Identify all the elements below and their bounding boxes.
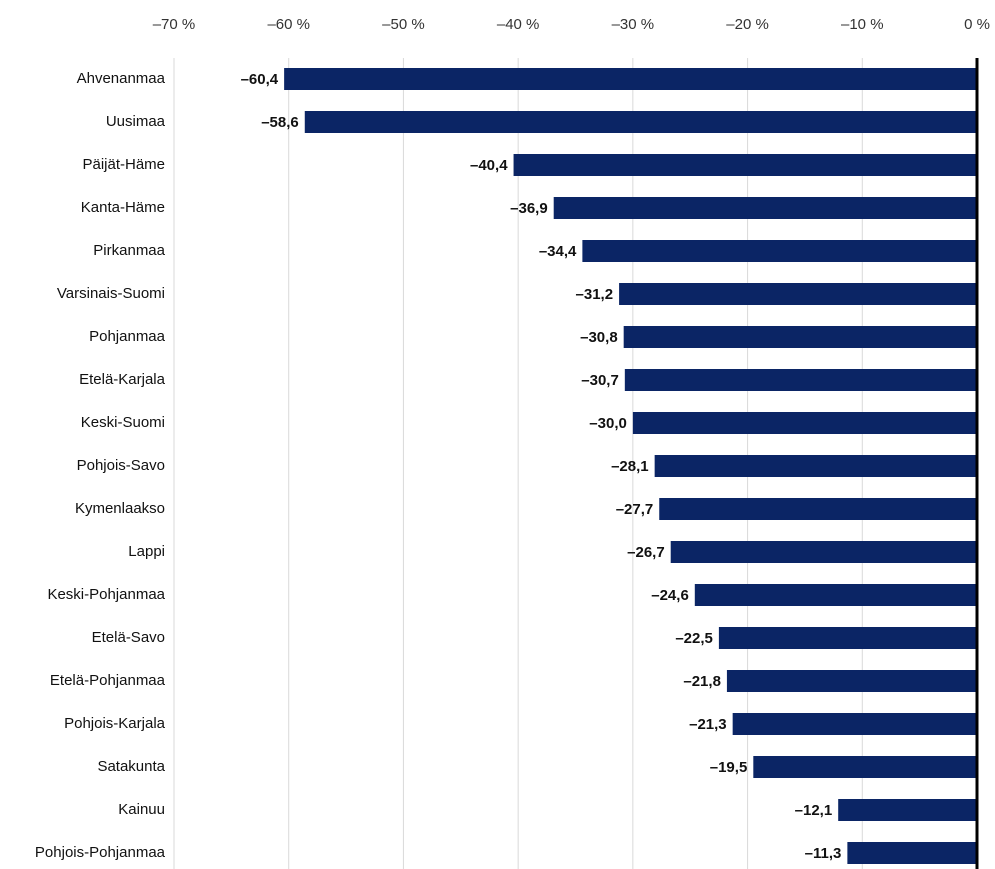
x-tick-label: –60 % [267,16,310,33]
bar [654,455,977,477]
bar [304,111,977,133]
value-label: –22,5 [675,630,713,647]
value-label: –34,4 [539,243,577,260]
category-label: Kymenlaakso [75,500,165,517]
bar [694,584,977,606]
x-tick-label: –40 % [497,16,540,33]
category-label: Ahvenanmaa [77,70,166,87]
value-label: –30,8 [580,329,618,346]
bar [513,154,977,176]
category-label: Päijät-Häme [82,156,165,173]
bar [718,627,977,649]
category-label: Uusimaa [106,113,166,130]
category-label: Etelä-Pohjanmaa [50,672,166,689]
bar [726,670,977,692]
category-label: Lappi [128,543,165,560]
category-label: Varsinais-Suomi [57,285,165,302]
value-label: –27,7 [616,501,654,518]
value-label: –36,9 [510,200,548,217]
value-label: –30,7 [581,372,619,389]
category-label: Etelä-Savo [92,629,165,646]
value-label: –40,4 [470,157,508,174]
value-label: –11,3 [805,845,842,862]
bar [619,283,977,305]
value-label: –21,8 [683,673,721,690]
category-label: Pirkanmaa [93,242,165,259]
bar [732,713,977,735]
bar [670,541,977,563]
value-label: –19,5 [710,759,748,776]
bar [847,842,977,864]
value-label: –24,6 [651,587,689,604]
category-label: Pohjois-Pohjanmaa [35,844,166,861]
bar [838,799,977,821]
bar [623,326,977,348]
category-label: Pohjois-Karjala [64,715,166,732]
x-tick-label: –50 % [382,16,425,33]
x-tick-label: –30 % [612,16,655,33]
value-label: –28,1 [611,458,649,475]
x-tick-label: –70 % [153,16,196,33]
value-label: –21,3 [689,716,727,733]
category-label: Etelä-Karjala [79,371,166,388]
value-label: –60,4 [241,71,279,88]
value-label: –12,1 [795,802,833,819]
bar [582,240,977,262]
x-tick-label: –20 % [726,16,769,33]
category-label: Kanta-Häme [81,199,165,216]
category-label: Kainuu [118,801,165,818]
value-label: –58,6 [261,114,299,131]
bar [753,756,977,778]
category-label: Pohjois-Savo [77,457,165,474]
category-label: Pohjanmaa [89,328,166,345]
x-tick-label: –10 % [841,16,884,33]
x-tick-label: 0 % [964,16,990,33]
bar [553,197,977,219]
category-label: Keski-Suomi [81,414,165,431]
category-label: Satakunta [97,758,165,775]
value-label: –30,0 [589,415,627,432]
value-label: –26,7 [627,544,665,561]
bar [284,68,977,90]
category-label: Keski-Pohjanmaa [47,586,165,603]
bar [632,412,977,434]
bar [624,369,977,391]
bar [659,498,977,520]
value-label: –31,2 [576,286,614,303]
